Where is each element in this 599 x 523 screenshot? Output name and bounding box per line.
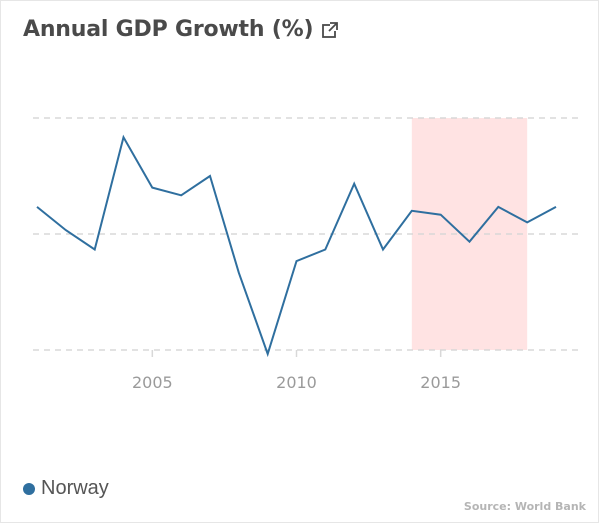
- source-credit: Source: World Bank: [463, 500, 586, 513]
- chart-title: Annual GDP Growth (%): [23, 17, 314, 42]
- x-tick-label-2005: 2005: [132, 373, 173, 392]
- x-tick-label-2015: 2015: [420, 373, 461, 392]
- external-link-icon[interactable]: [321, 21, 340, 39]
- legend-item-norway[interactable]: Norway: [23, 477, 109, 500]
- series-line-norway: [36, 134, 557, 358]
- x-tick-label-2010: 2010: [276, 373, 317, 392]
- line-chart: 2005 2010 2015: [33, 117, 579, 392]
- title-row: Annual GDP Growth (%): [23, 17, 340, 42]
- legend-dot: [23, 482, 35, 495]
- legend-label: Norway: [41, 477, 109, 499]
